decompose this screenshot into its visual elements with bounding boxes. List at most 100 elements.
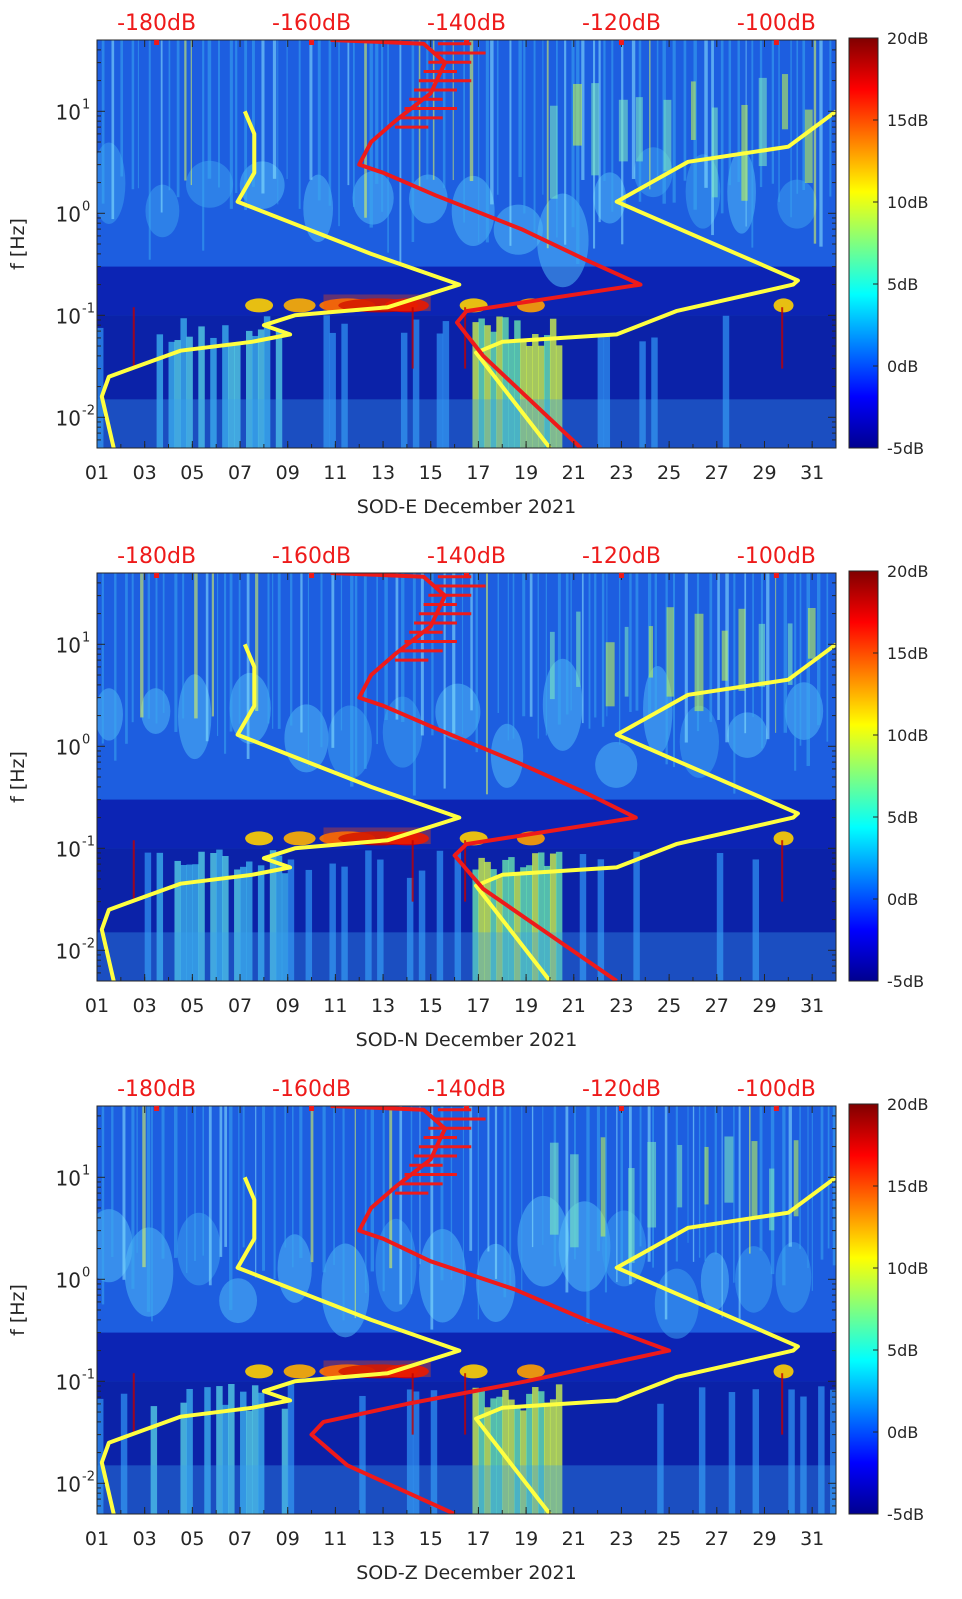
x-tick-label: 31 [800, 1528, 824, 1550]
y-tick-label: 10 [56, 633, 81, 657]
y-tick-label: 10 [56, 1166, 81, 1190]
y-tick-exponent: 0 [82, 732, 90, 747]
x-tick-label: 17 [466, 995, 490, 1017]
y-tick-exponent: -2 [82, 1469, 95, 1484]
top-db-label: -120dB [582, 1077, 661, 1102]
top-db-label: -140dB [427, 11, 506, 36]
y-axis-label: f [Hz] [7, 751, 29, 803]
top-db-label: -160dB [272, 544, 351, 569]
top-db-label: -100dB [737, 1077, 816, 1102]
series-line-noise-model-low [99, 110, 462, 448]
x-tick-label: 21 [562, 462, 586, 484]
x-tick-label: 29 [752, 1528, 776, 1550]
top-db-label: -100dB [737, 11, 816, 36]
top-db-marker [618, 573, 624, 578]
colorbar-label: 0dB [887, 890, 918, 909]
x-axis-label: SOD-N December 2021 [356, 1029, 578, 1051]
x-tick-label: 11 [323, 462, 347, 484]
top-db-marker [154, 1106, 160, 1111]
y-tick-label: 10 [56, 1472, 81, 1496]
colorbar [848, 1103, 879, 1515]
top-db-marker [154, 40, 160, 45]
colorbar-label: 15dB [887, 1177, 929, 1196]
top-db-label: -120dB [582, 544, 661, 569]
top-db-label: -120dB [582, 11, 661, 36]
x-tick-label: 23 [609, 1528, 633, 1550]
colorbar-label: 15dB [887, 644, 929, 663]
x-tick-label: 07 [228, 995, 252, 1017]
colorbar-label: 15dB [887, 111, 929, 130]
x-tick-label: 05 [180, 462, 204, 484]
top-db-label: -160dB [272, 1077, 351, 1102]
top-db-marker [618, 1106, 624, 1111]
x-axis-label: SOD-Z December 2021 [356, 1562, 576, 1584]
y-tick-exponent: -1 [82, 1367, 95, 1382]
x-tick-label: 13 [371, 462, 395, 484]
x-tick-label: 21 [562, 995, 586, 1017]
colorbar-label: 5dB [887, 275, 918, 294]
x-tick-label: 01 [85, 1528, 109, 1550]
x-tick-label: 09 [276, 1528, 300, 1550]
x-tick-label: 23 [609, 995, 633, 1017]
y-tick-label: 10 [56, 202, 81, 226]
x-tick-label: 09 [276, 995, 300, 1017]
y-tick-exponent: 0 [82, 199, 90, 214]
y-tick-exponent: -1 [82, 834, 95, 849]
colorbar [848, 570, 879, 982]
x-tick-label: 05 [180, 995, 204, 1017]
colorbar-label: 0dB [887, 1423, 918, 1442]
y-tick-label: 10 [56, 100, 81, 124]
top-db-marker [464, 40, 469, 45]
x-tick-label: 15 [419, 462, 443, 484]
x-tick-label: 01 [85, 995, 109, 1017]
y-tick-exponent: 1 [82, 630, 90, 645]
top-db-marker [618, 40, 624, 45]
colorbar-label: 20dB [887, 562, 929, 581]
y-tick-exponent: -2 [82, 403, 95, 418]
y-tick-label: 10 [56, 1370, 81, 1394]
spectrogram-image [97, 40, 836, 448]
top-db-label: -140dB [427, 544, 506, 569]
top-db-marker [773, 40, 779, 45]
spectrogram-panel-e: f [Hz] 01 03 05 07 09 11 13 15 17 19 21 23 25 27 29 31 S… [0, 0, 962, 533]
x-tick-label: 01 [85, 462, 109, 484]
x-tick-label: 03 [133, 995, 157, 1017]
series-line-noise-model-low [99, 643, 462, 981]
colorbar-label: 10dB [887, 726, 929, 745]
series-line-noise-model-high [474, 642, 836, 981]
top-db-marker [309, 40, 315, 45]
spectrogram-image [97, 573, 836, 981]
colorbar-label: 10dB [887, 1259, 929, 1278]
y-tick-exponent: 0 [82, 1265, 90, 1280]
x-tick-label: 25 [657, 462, 681, 484]
colorbar-label: 0dB [887, 357, 918, 376]
series-line-noise-model-high [474, 109, 836, 448]
y-tick-exponent: 1 [82, 97, 90, 112]
chart-svg: f [Hz] 01 03 05 07 09 11 13 15 17 19 21 23 25 27 29 31S… [7, 544, 929, 1051]
series-line-noise-model-low [99, 1176, 462, 1514]
top-db-label: -180dB [117, 1077, 196, 1102]
x-tick-label: 17 [466, 1528, 490, 1550]
x-tick-label: 29 [752, 462, 776, 484]
x-tick-label: 09 [276, 462, 300, 484]
y-tick-exponent: -1 [82, 301, 95, 316]
x-tick-label: 27 [705, 462, 729, 484]
series-line-noise-model-high [474, 1175, 836, 1514]
y-tick-label: 10 [56, 304, 81, 328]
y-axis-label: f [Hz] [7, 218, 29, 270]
x-tick-label: 03 [133, 462, 157, 484]
x-tick-label: 23 [609, 462, 633, 484]
y-tick-label: 10 [56, 735, 81, 759]
colorbar-label: -5dB [887, 972, 924, 991]
chart-svg: f [Hz] 01 03 05 07 09 11 13 15 17 19 21 23 25 27 29 31S… [7, 11, 929, 518]
colorbar-label: 10dB [887, 193, 929, 212]
x-tick-label: 21 [562, 1528, 586, 1550]
colorbar-label: -5dB [887, 1505, 924, 1524]
x-tick-label: 03 [133, 1528, 157, 1550]
x-tick-label: 13 [371, 1528, 395, 1550]
x-tick-label: 27 [705, 995, 729, 1017]
top-db-label: -160dB [272, 11, 351, 36]
x-tick-label: 07 [228, 462, 252, 484]
y-axis-label: f [Hz] [7, 1284, 29, 1336]
series-line-median-PSD [309, 1106, 672, 1514]
